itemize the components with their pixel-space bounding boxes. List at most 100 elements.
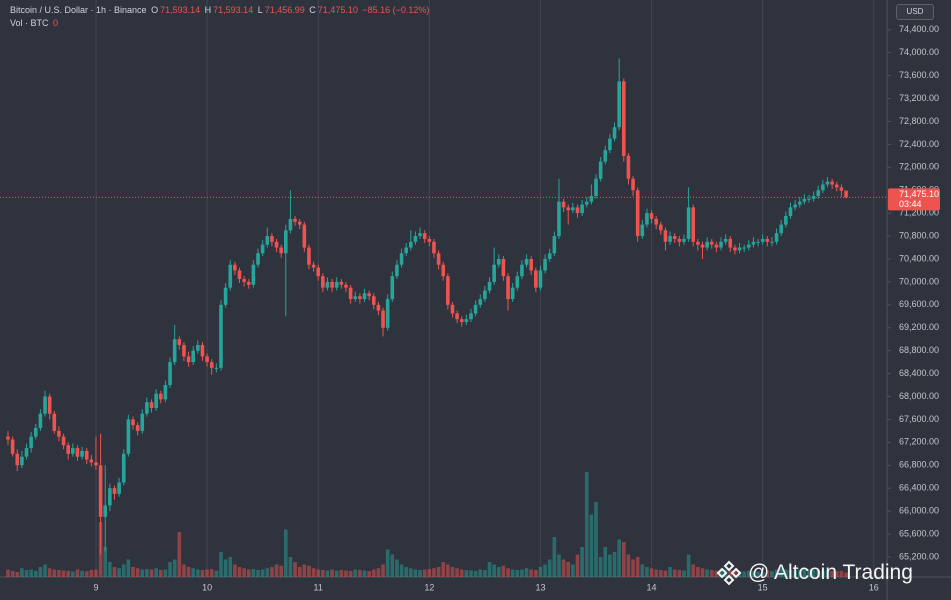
volume-bar <box>66 571 70 577</box>
candle-body <box>94 462 98 466</box>
volume-bar <box>196 569 200 577</box>
y-tick-label: 68,000.00 <box>899 391 939 401</box>
volume-bar <box>145 569 149 577</box>
volume-bar <box>839 570 844 577</box>
candle-body <box>242 279 246 282</box>
candle-body <box>29 436 33 449</box>
candle-body <box>112 488 117 494</box>
volume-bar <box>645 567 649 577</box>
volume-bar <box>760 572 765 577</box>
candle-body <box>66 445 70 454</box>
y-tick-label: 74,000.00 <box>899 47 939 57</box>
volume-bar <box>751 571 756 577</box>
volume-bar <box>94 569 98 577</box>
candle-body <box>469 313 473 320</box>
volume-bar <box>529 569 533 577</box>
volume-bar <box>668 567 672 577</box>
candle-body <box>196 344 200 351</box>
candle-body <box>24 448 29 457</box>
candle-body <box>297 221 302 225</box>
candle-body <box>654 218 658 225</box>
currency-button[interactable]: USD <box>896 4 934 20</box>
candle-body <box>645 213 649 225</box>
candle-body <box>686 207 691 239</box>
volume-bar <box>233 564 237 577</box>
candle-body <box>321 276 325 288</box>
volume-bar <box>825 570 830 577</box>
y-tick-label: 68,400.00 <box>899 368 939 378</box>
volume-bar <box>552 537 557 577</box>
volume-bar <box>450 567 455 577</box>
volume-bar <box>89 570 94 577</box>
volume-bar <box>15 572 20 577</box>
candle-body <box>103 505 108 517</box>
candle-body <box>608 138 612 151</box>
candle-body <box>98 465 103 517</box>
candle-body <box>367 293 371 297</box>
volume-bar <box>631 559 635 577</box>
volume-bar <box>256 570 260 577</box>
candle-body <box>339 281 344 285</box>
volume-bar <box>422 569 427 577</box>
volume-bar <box>177 532 182 577</box>
axes: 65,200.00 65,600.00 66,000.00 66,400.00 66,8… <box>0 24 940 592</box>
candle-body <box>506 276 510 300</box>
candle-body <box>427 238 432 242</box>
volume-bar <box>816 570 821 577</box>
volume-bar <box>84 571 89 577</box>
candle-body <box>830 181 834 185</box>
candle-body <box>75 448 80 457</box>
candle-body <box>751 241 756 245</box>
candle-body <box>742 247 746 249</box>
candle-body <box>325 281 330 288</box>
volume-bar <box>242 568 246 577</box>
candle-body <box>209 362 214 368</box>
volume-bar <box>172 559 177 577</box>
candle-body <box>154 393 158 408</box>
volume-bar <box>621 542 626 577</box>
volume-bar <box>524 568 529 577</box>
candle-body <box>302 224 307 248</box>
volume-bar <box>506 568 510 577</box>
candle-body <box>459 319 464 323</box>
x-tick-label: 15 <box>758 582 768 592</box>
volume-bar <box>260 569 265 577</box>
x-tick-label: 13 <box>535 582 545 592</box>
candle-body <box>163 385 168 400</box>
candle-body <box>15 453 20 466</box>
candle-body <box>524 258 529 265</box>
candle-body <box>390 276 395 300</box>
volume-bar <box>223 559 228 577</box>
volume-bar <box>316 569 321 577</box>
volume-bar <box>270 567 274 577</box>
volume-bar <box>24 570 29 577</box>
candle-body <box>288 218 293 231</box>
candle-body <box>172 339 177 363</box>
volume-bar <box>807 569 811 577</box>
volume-bar <box>10 570 15 577</box>
candle-body <box>186 356 191 363</box>
volume-bar <box>61 570 66 577</box>
candle-body <box>765 238 770 242</box>
candle-body <box>834 184 839 188</box>
candle-body <box>191 350 195 363</box>
volume-bar <box>487 562 492 577</box>
candle-body <box>385 299 390 328</box>
candle-body <box>737 247 742 251</box>
volume-bar <box>186 567 191 577</box>
candle-body <box>728 238 733 248</box>
volume-bar <box>770 571 774 577</box>
volume-bar <box>200 570 205 577</box>
watermark: @ Altcoin Trading <box>716 560 913 586</box>
candle-body <box>205 356 209 363</box>
candle-body <box>492 264 496 282</box>
volume-bar <box>334 570 339 577</box>
candle-body <box>284 230 288 254</box>
y-tick-label: 68,800.00 <box>899 345 939 355</box>
volume-bar <box>663 570 668 577</box>
candle-body <box>723 238 728 242</box>
y-tick-label: 65,600.00 <box>899 528 939 538</box>
candle-body <box>779 224 784 234</box>
volume-bar <box>821 570 825 577</box>
volume-bar <box>446 564 450 577</box>
